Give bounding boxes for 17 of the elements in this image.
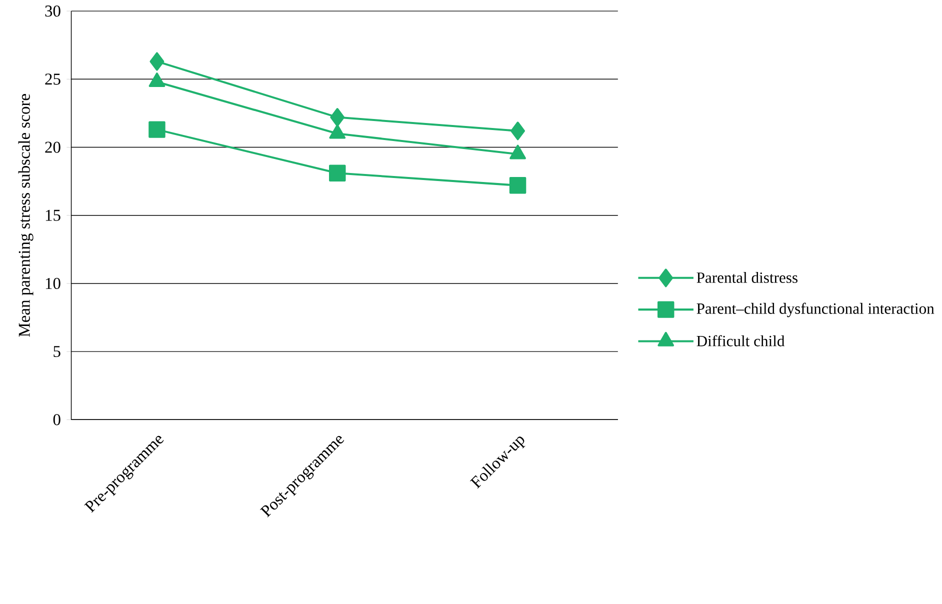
legend-label: Parental distress: [696, 272, 798, 284]
legend-label: Parent–child dysfunctional interaction: [696, 303, 934, 318]
y-tick-label: 15: [46, 210, 60, 222]
y-axis-title: Mean parenting stress subscale score: [18, 94, 34, 338]
point: [509, 177, 526, 194]
point: [510, 122, 526, 140]
y-tick-label: 10: [46, 278, 60, 290]
point: [329, 165, 346, 182]
y-tick-label: 5: [54, 346, 60, 358]
legend-label: Difficult child: [696, 335, 785, 347]
y-tick-label: 20: [45, 142, 60, 154]
y-tick-label: 25: [45, 74, 60, 85]
y-tick-label: 30: [45, 6, 60, 17]
point: [150, 52, 164, 71]
point: [330, 108, 345, 127]
y-tick-label: 0: [53, 414, 60, 426]
point: [148, 121, 166, 138]
